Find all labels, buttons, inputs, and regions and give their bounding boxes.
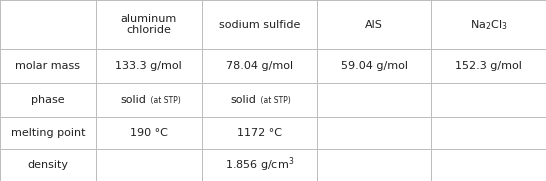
Text: 190 °C: 190 °C	[130, 128, 168, 138]
Text: 1.856 g/cm$^3$: 1.856 g/cm$^3$	[225, 156, 294, 174]
Text: AlS: AlS	[365, 20, 383, 30]
Text: (at STP): (at STP)	[259, 96, 291, 105]
Text: Na$_2$Cl$_3$: Na$_2$Cl$_3$	[470, 18, 508, 31]
Text: solid: solid	[120, 95, 146, 105]
Text: molar mass: molar mass	[15, 61, 80, 71]
Text: phase: phase	[31, 95, 64, 105]
Text: 78.04 g/mol: 78.04 g/mol	[226, 61, 293, 71]
Text: solid: solid	[231, 95, 257, 105]
Text: aluminum
chloride: aluminum chloride	[121, 14, 177, 35]
Text: (at STP): (at STP)	[149, 96, 181, 105]
Text: 133.3 g/mol: 133.3 g/mol	[115, 61, 182, 71]
Text: sodium sulfide: sodium sulfide	[218, 20, 300, 30]
Text: 1172 °C: 1172 °C	[237, 128, 282, 138]
Text: melting point: melting point	[10, 128, 85, 138]
Text: 152.3 g/mol: 152.3 g/mol	[455, 61, 522, 71]
Text: density: density	[27, 160, 68, 170]
Text: 59.04 g/mol: 59.04 g/mol	[341, 61, 407, 71]
